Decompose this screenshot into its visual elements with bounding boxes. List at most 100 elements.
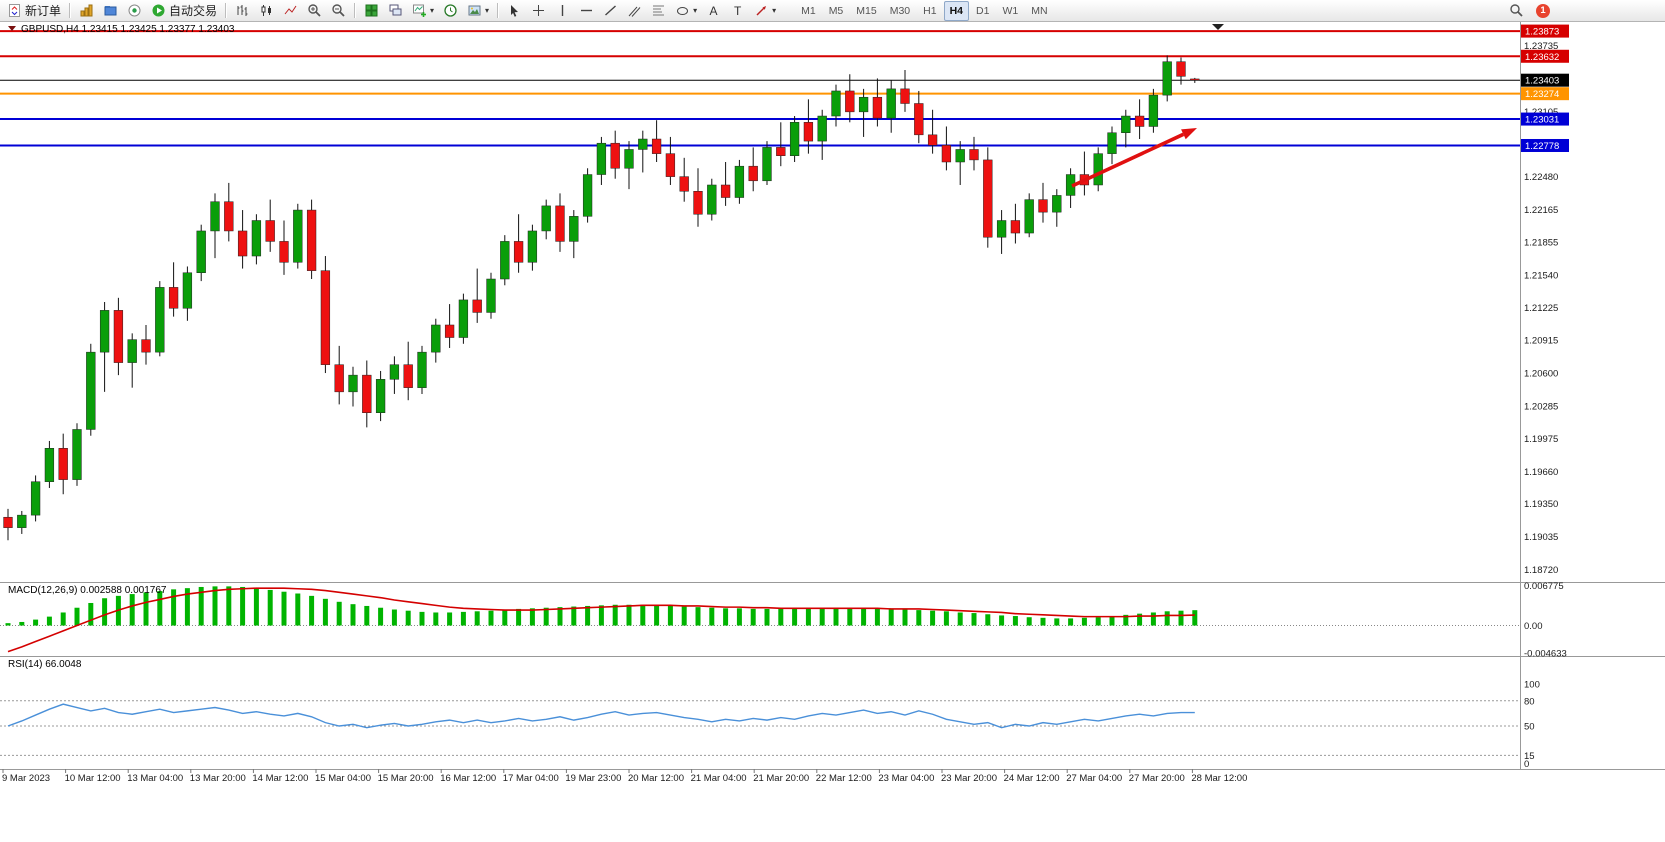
arrows-button[interactable]: ▾ [750,1,780,21]
new-chart-icon [79,3,94,18]
arrange-windows-icon [388,3,403,18]
chart-plus-icon [412,3,427,18]
svg-text:1.20915: 1.20915 [1524,336,1558,347]
toolbar: 新订单 自动交易 [0,0,1665,22]
trendline-button[interactable] [599,1,622,21]
rsi-axis[interactable]: 100 80 50 150 [1524,680,1540,771]
svg-text:15 Mar 04:00: 15 Mar 04:00 [315,773,371,784]
panel-separator[interactable] [0,582,1665,584]
zoom-in-button[interactable] [303,1,326,21]
arrow-object-icon [754,3,769,18]
timeframe-button-mn[interactable]: MN [1031,4,1048,17]
svg-text:0: 0 [1524,759,1529,770]
arrange-windows-button[interactable] [384,1,407,21]
market-watch-button[interactable] [123,1,146,21]
text-button[interactable]: A [702,1,725,21]
autotrading-label: 自动交易 [169,4,218,18]
profiles-button[interactable] [99,1,122,21]
search-button[interactable] [1505,1,1528,21]
macd-histogram [5,586,1198,626]
line-chart-button[interactable] [279,1,302,21]
timeframe-button-m1[interactable]: M1 [801,4,816,17]
svg-text:1.23031: 1.23031 [1525,115,1559,126]
panel-separator[interactable] [0,656,1665,658]
channel-icon [627,3,642,18]
svg-text:A: A [710,4,718,18]
vertical-line-button[interactable] [551,1,574,21]
timeframe-button-d1[interactable]: D1 [976,4,990,17]
svg-text:1.21540: 1.21540 [1524,270,1558,281]
svg-text:1.21225: 1.21225 [1524,303,1558,314]
price-axis[interactable]: 1.23735 1.23105 1.22480 1.22165 1.21855 1.215… [1524,41,1558,576]
tile-windows-button[interactable] [360,1,383,21]
candlestick-chart-button[interactable] [255,1,278,21]
chart-shift-marker[interactable] [1212,24,1224,30]
svg-text:16 Mar 12:00: 16 Mar 12:00 [440,773,496,784]
new-order-icon [7,3,22,18]
fibonacci-button[interactable] [647,1,670,21]
chevron-down-icon: ▾ [485,5,490,15]
panel-separator[interactable] [0,769,1665,771]
svg-text:27 Mar 04:00: 27 Mar 04:00 [1066,773,1122,784]
bar-chart-icon [235,3,250,18]
text-label-icon: T [730,3,745,18]
text-label-button[interactable]: T [726,1,749,21]
new-order-label: 新订单 [25,4,62,18]
symbol-label: GBPUSD,H4 1.23415 1.23425 1.23377 1.2340… [21,24,235,35]
autotrading-button[interactable]: 自动交易 [147,1,221,21]
cursor-icon [507,3,522,18]
crosshair-icon [531,3,546,18]
cursor-button[interactable] [503,1,526,21]
new-order-button[interactable]: 新订单 [3,1,65,21]
new-chart-window-button[interactable]: ▾ [408,1,438,21]
svg-text:10 Mar 12:00: 10 Mar 12:00 [65,773,121,784]
toolbar-separator [497,3,500,18]
channel-button[interactable] [623,1,646,21]
timeframe-button-m30[interactable]: M30 [889,4,911,17]
svg-text:9 Mar 2023: 9 Mar 2023 [2,773,50,784]
line-chart-icon [283,3,298,18]
svg-text:50: 50 [1524,722,1535,733]
time-axis[interactable]: 9 Mar 2023 10 Mar 12:00 13 Mar 04:00 13 Mar… [2,769,1247,784]
svg-text:17 Mar 04:00: 17 Mar 04:00 [503,773,559,784]
timeframe-button-h1[interactable]: H1 [923,4,937,17]
vertical-line-icon [555,3,570,18]
zoom-out-button[interactable] [327,1,350,21]
symbol-marker-icon [8,26,16,31]
toolbar-right: 1 [1505,1,1550,21]
svg-text:22 Mar 12:00: 22 Mar 12:00 [816,773,872,784]
svg-text:1.19975: 1.19975 [1524,434,1558,445]
template-button[interactable]: ▾ [463,1,493,21]
shapes-button[interactable]: ▾ [671,1,701,21]
svg-text:1.23274: 1.23274 [1525,89,1559,100]
timeframe-group: M1 M5 M15 M30 H1 H4 D1 W1 MN [795,0,1053,21]
svg-text:23 Mar 20:00: 23 Mar 20:00 [941,773,997,784]
toolbar-separator [225,3,228,18]
svg-text:19 Mar 23:00: 19 Mar 23:00 [565,773,621,784]
new-chart-button[interactable] [75,1,98,21]
timeframe-button-h4[interactable]: H4 [943,0,970,21]
svg-text:1.23632: 1.23632 [1525,52,1559,63]
trend-arrow-annotation[interactable] [1071,128,1197,188]
crosshair-button[interactable] [527,1,550,21]
chevron-down-icon: ▾ [772,5,777,15]
svg-text:0.006775: 0.006775 [1524,581,1564,592]
svg-text:15: 15 [1524,751,1535,762]
svg-text:1.23735: 1.23735 [1524,41,1558,52]
macd-axis[interactable]: 0.006775 0.00 -0.004633 [1524,581,1567,660]
timeframe-button-w1[interactable]: W1 [1002,4,1019,17]
trendline-icon [603,3,618,18]
period-clock-button[interactable] [439,1,462,21]
macd-signal-line [7,587,1195,653]
timeframe-button-m5[interactable]: M5 [828,4,844,17]
svg-text:1.23403: 1.23403 [1525,76,1559,87]
market-watch-icon [127,3,142,18]
bar-chart-button[interactable] [231,1,254,21]
notification-badge[interactable]: 1 [1536,3,1550,18]
svg-text:1.20285: 1.20285 [1524,401,1558,412]
horizontal-line-button[interactable] [575,1,598,21]
tile-windows-icon [364,3,379,18]
timeframe-button-m15[interactable]: M15 [856,4,877,17]
